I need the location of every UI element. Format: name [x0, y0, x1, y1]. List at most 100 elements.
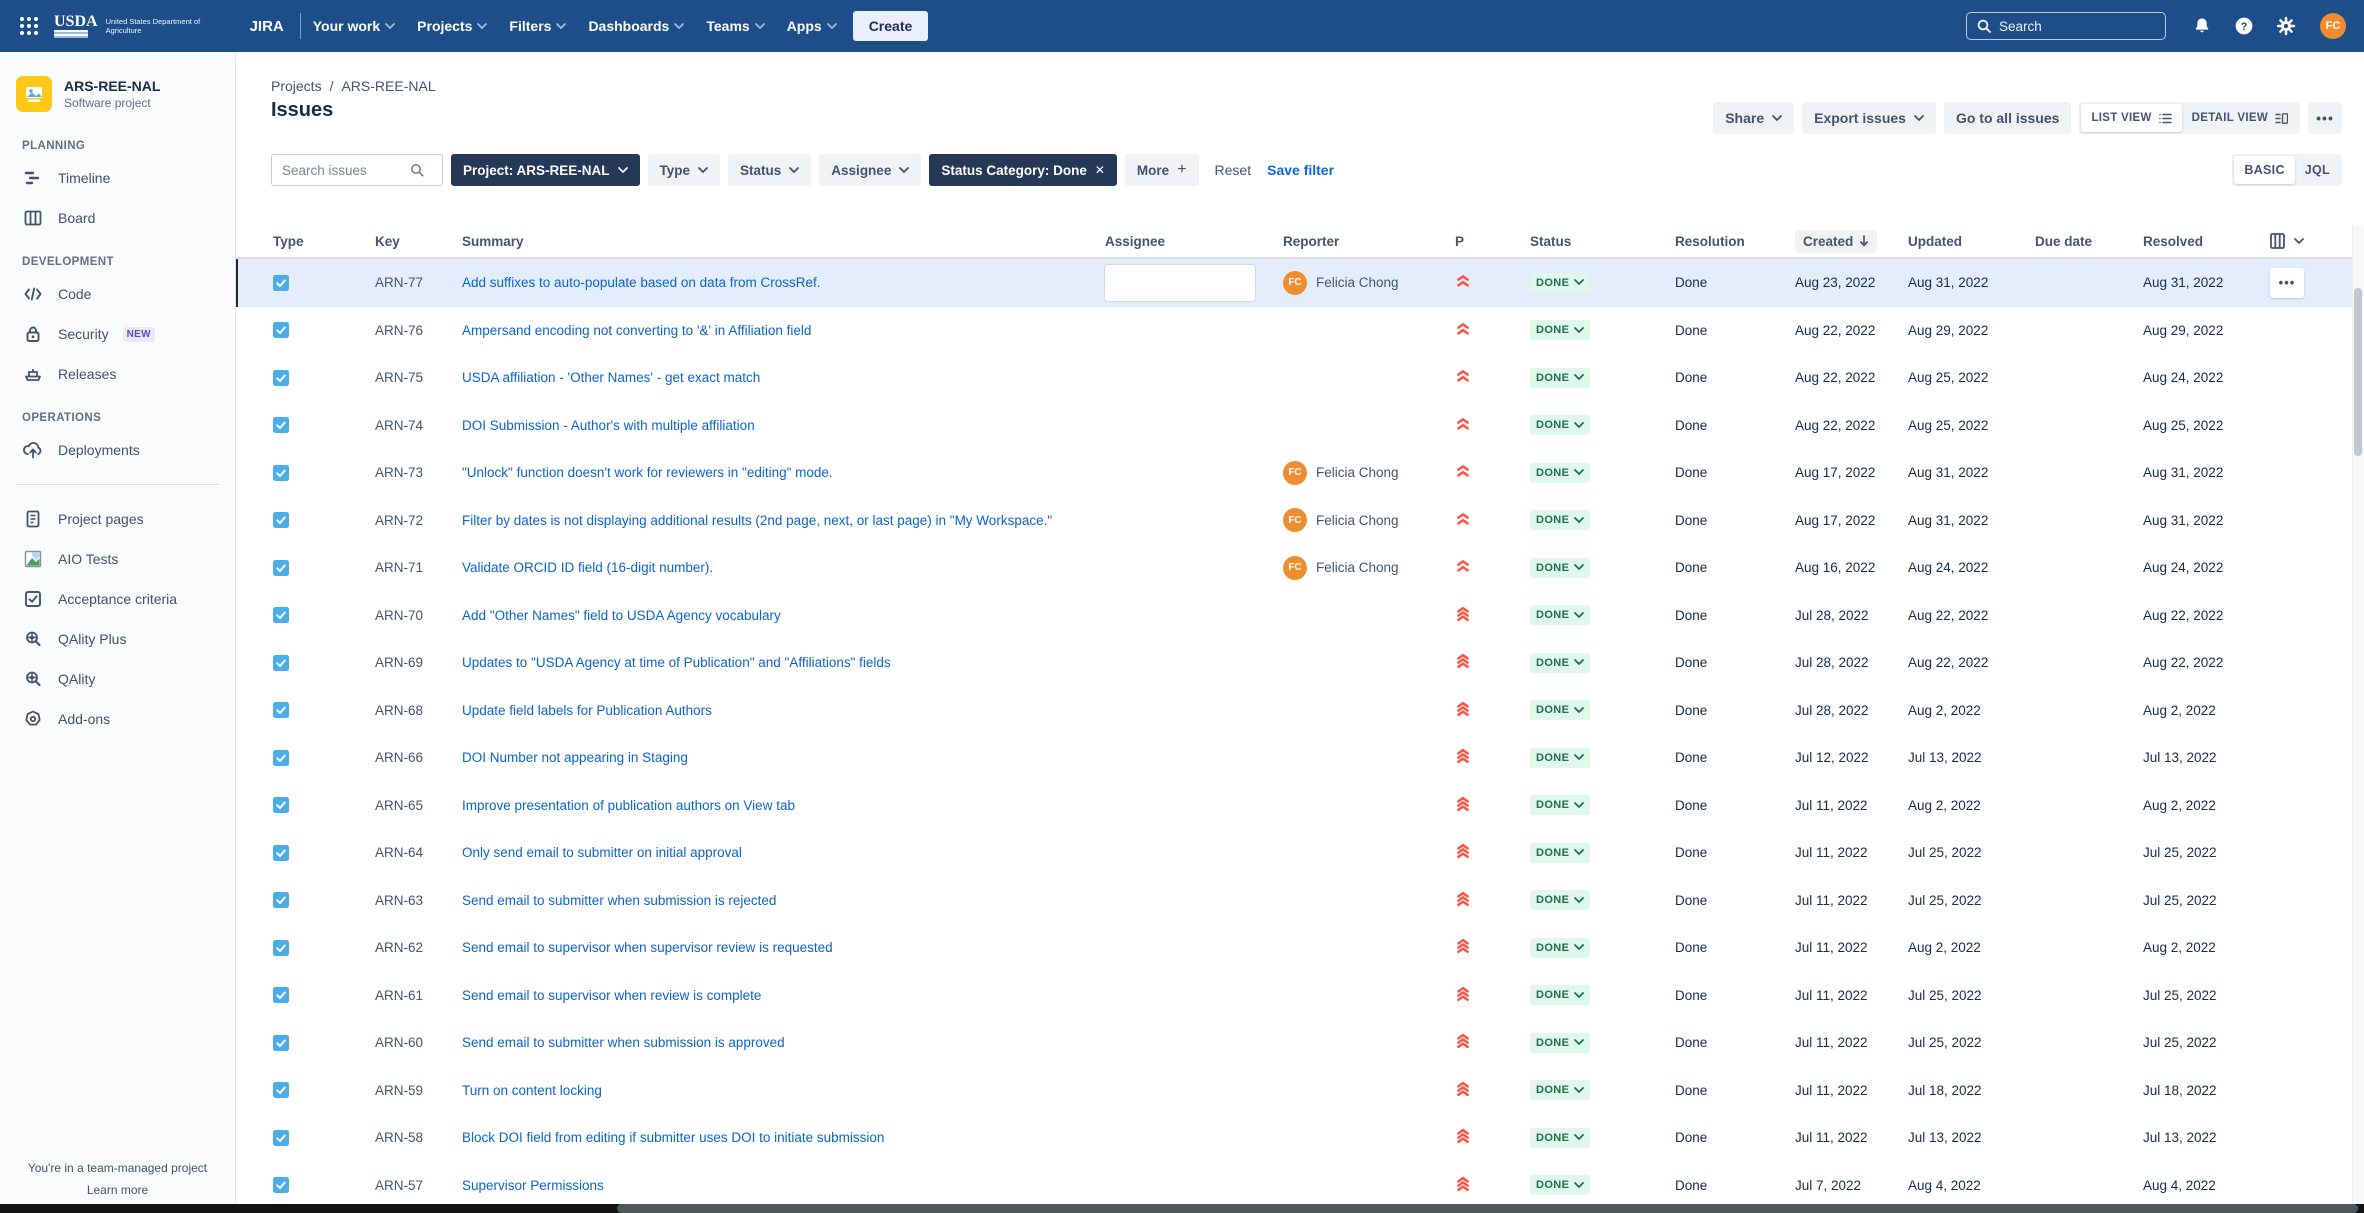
status-dropdown-badge[interactable]: DONE	[1530, 605, 1591, 626]
horizontal-scrollbar-thumb[interactable]	[617, 1204, 2358, 1213]
priority-cell[interactable]	[1455, 986, 1530, 1005]
help-icon[interactable]: ?	[2234, 16, 2254, 36]
app-switcher-icon[interactable]	[18, 15, 40, 37]
priority-cell[interactable]	[1455, 606, 1530, 625]
priority-cell[interactable]	[1455, 843, 1530, 862]
priority-cell[interactable]	[1455, 796, 1530, 815]
global-search-input[interactable]: Search	[1966, 12, 2166, 40]
priority-cell[interactable]	[1455, 463, 1530, 482]
issue-type-cell[interactable]	[273, 702, 375, 719]
column-header-type[interactable]: Type	[273, 233, 304, 249]
nav-item-apps[interactable]: Apps	[787, 18, 837, 34]
vertical-scrollbar-track[interactable]	[2352, 225, 2364, 1204]
issue-type-cell[interactable]	[273, 417, 375, 434]
issue-key[interactable]: ARN-66	[375, 750, 424, 766]
usda-logo[interactable]: USDA United States Department of Agricul…	[54, 14, 226, 38]
sidebar-item-board[interactable]: Board	[0, 198, 235, 238]
priority-cell[interactable]	[1455, 891, 1530, 910]
issue-type-cell[interactable]	[273, 1177, 375, 1194]
nav-item-your-work[interactable]: Your work	[313, 18, 396, 34]
column-header-assignee[interactable]: Assignee	[1105, 233, 1166, 249]
issue-type-cell[interactable]	[273, 987, 375, 1004]
issue-summary-link[interactable]: Send email to submitter when submission …	[462, 1035, 785, 1051]
issue-key[interactable]: ARN-75	[375, 370, 424, 386]
issue-summary-link[interactable]: DOI Number not appearing in Staging	[462, 750, 688, 766]
sidebar-item-releases[interactable]: Releases	[0, 354, 235, 394]
issue-row-arn-76[interactable]: ARN-76 Ampersand encoding not converting …	[236, 307, 2352, 355]
priority-cell[interactable]	[1455, 701, 1530, 720]
filter-chip-more[interactable]: More +	[1124, 154, 1199, 186]
status-dropdown-badge[interactable]: DONE	[1530, 842, 1591, 863]
issue-key[interactable]: ARN-74	[375, 417, 424, 433]
column-header-key[interactable]: Key	[375, 233, 400, 249]
issue-key[interactable]: ARN-63	[375, 892, 424, 908]
issue-type-cell[interactable]	[273, 892, 375, 909]
jql-mode-tab[interactable]: JQL	[2304, 163, 2330, 177]
search-issues-field[interactable]	[271, 154, 443, 186]
sidebar-item-acceptance-criteria[interactable]: Acceptance criteria	[0, 579, 235, 619]
assignee-cell[interactable]	[1105, 264, 1283, 301]
assignee-edit-field[interactable]	[1105, 264, 1255, 301]
status-dropdown-badge[interactable]: DONE	[1530, 367, 1591, 388]
sidebar-item-qality-plus[interactable]: QAlity Plus	[0, 619, 235, 659]
project-header[interactable]: ARS-REE-NAL Software project	[0, 52, 235, 122]
issue-summary-link[interactable]: Send email to supervisor when review is …	[462, 987, 762, 1003]
issue-row-arn-75[interactable]: ARN-75 USDA affiliation - 'Other Names' -…	[236, 354, 2352, 402]
page-more-menu-button[interactable]: •••	[2308, 102, 2342, 134]
priority-cell[interactable]	[1455, 1033, 1530, 1052]
reset-filters-button[interactable]: Reset	[1214, 162, 1252, 178]
issue-type-cell[interactable]	[273, 654, 375, 671]
status-dropdown-badge[interactable]: DONE	[1530, 1080, 1591, 1101]
issue-summary-link[interactable]: "Unlock" function doesn't work for revie…	[462, 465, 833, 481]
issue-summary-link[interactable]: Send email to submitter when submission …	[462, 892, 777, 908]
vertical-scrollbar-thumb[interactable]	[2354, 288, 2362, 456]
issue-type-cell[interactable]	[273, 607, 375, 624]
issue-type-cell[interactable]	[273, 844, 375, 861]
notifications-bell-icon[interactable]	[2192, 16, 2212, 36]
filter-chip-status-category[interactable]: Status Category: Done ✕	[929, 154, 1117, 186]
breadcrumb-projects[interactable]: Projects	[271, 78, 322, 94]
issue-row-arn-60[interactable]: ARN-60 Send email to submitter when submi…	[236, 1019, 2352, 1067]
column-header-status[interactable]: Status	[1530, 233, 1572, 249]
issue-row-arn-71[interactable]: ARN-71 Validate ORCID ID field (16-digit …	[236, 544, 2352, 592]
issue-type-cell[interactable]	[273, 322, 375, 339]
issue-type-cell[interactable]	[273, 559, 375, 576]
issue-key[interactable]: ARN-72	[375, 512, 424, 528]
issue-key[interactable]: ARN-62	[375, 940, 424, 956]
column-header-resolved[interactable]: Resolved	[2143, 233, 2204, 249]
go-to-all-issues-button[interactable]: Go to all issues	[1943, 102, 2072, 134]
issue-row-arn-57[interactable]: ARN-57 Supervisor Permissions DONE Done Jul …	[236, 1162, 2352, 1205]
issue-summary-link[interactable]: Block DOI field from editing if submitte…	[462, 1130, 885, 1146]
issue-key[interactable]: ARN-76	[375, 322, 424, 338]
issue-row-arn-70[interactable]: ARN-70 Add "Other Names" field to USDA Ag…	[236, 592, 2352, 640]
issue-row-arn-72[interactable]: ARN-72 Filter by dates is not displaying …	[236, 497, 2352, 545]
priority-cell[interactable]	[1455, 1128, 1530, 1147]
priority-cell[interactable]	[1455, 416, 1530, 435]
list-view-tab[interactable]: LIST VIEW	[2081, 104, 2182, 132]
learn-more-link[interactable]: Learn more	[86, 1183, 149, 1197]
issue-summary-link[interactable]: USDA affiliation - 'Other Names' - get e…	[462, 370, 761, 386]
column-header-created[interactable]: Created	[1795, 229, 1908, 253]
issue-key[interactable]: ARN-60	[375, 1035, 424, 1051]
nav-item-projects[interactable]: Projects	[417, 18, 488, 34]
issue-row-arn-58[interactable]: ARN-58 Block DOI field from editing if su…	[236, 1114, 2352, 1162]
sidebar-item-add-ons[interactable]: Add-ons	[0, 699, 235, 739]
reporter-cell[interactable]: FC Felicia Chong	[1283, 555, 1455, 580]
column-header-summary[interactable]: Summary	[462, 233, 524, 249]
basic-mode-tab[interactable]: BASIC	[2234, 156, 2295, 184]
status-dropdown-badge[interactable]: DONE	[1530, 462, 1591, 483]
priority-cell[interactable]	[1455, 321, 1530, 340]
user-avatar[interactable]: FC	[2320, 13, 2346, 39]
status-dropdown-badge[interactable]: DONE	[1530, 320, 1591, 341]
priority-cell[interactable]	[1455, 653, 1530, 672]
priority-cell[interactable]	[1455, 1081, 1530, 1100]
status-dropdown-badge[interactable]: DONE	[1530, 1175, 1591, 1196]
column-header-due-date[interactable]: Due date	[2035, 233, 2093, 249]
issue-summary-link[interactable]: Turn on content locking	[462, 1082, 602, 1098]
issue-summary-link[interactable]: Improve presentation of publication auth…	[462, 797, 795, 813]
status-dropdown-badge[interactable]: DONE	[1530, 1032, 1591, 1053]
issue-key[interactable]: ARN-70	[375, 607, 424, 623]
issue-summary-link[interactable]: Validate ORCID ID field (16-digit number…	[462, 560, 714, 576]
status-dropdown-badge[interactable]: DONE	[1530, 415, 1591, 436]
issue-row-arn-73[interactable]: ARN-73 "Unlock" function doesn't work for…	[236, 449, 2352, 497]
